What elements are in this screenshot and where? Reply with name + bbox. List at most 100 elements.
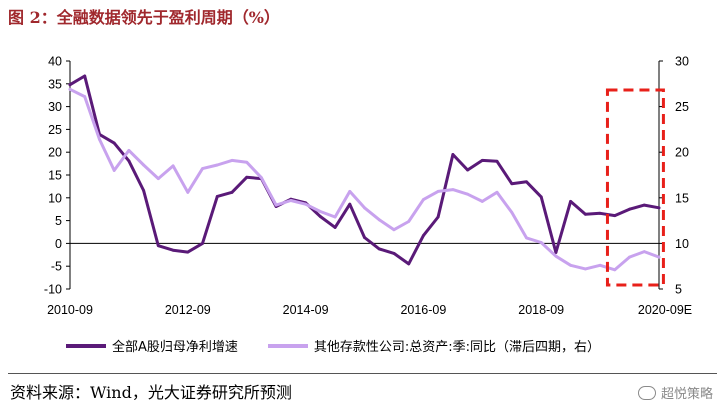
series-2-point [348,190,352,193]
watermark: 超悦策略 [637,383,713,402]
series-1-point [215,195,219,198]
highlight-rect [605,88,665,287]
series-2-point [613,268,617,272]
series-1-point [642,203,646,207]
x-tick-label: 2010-09 [47,303,93,317]
series-1-point [230,190,234,194]
chart-axes: -10 -5 0 5 10 15 20 25 30 35 40 5 10 15 20 25 30 2010-09 2… [44,55,692,318]
series-2-point [112,169,116,172]
x-tick-label: 2012-09 [165,303,211,317]
series-2-point [186,190,190,194]
series-1-point [451,153,455,156]
series-1-point [318,215,322,218]
series-2-point [274,203,278,207]
series-2-point [377,218,381,222]
chart-title: 图 2：全融数据领先于盈利周期（%） [8,8,280,27]
series-1-point [480,159,484,162]
x-tick-label: 2014-09 [283,303,329,317]
series-1-point [83,74,87,78]
legend-label-series2: 其他存款性公司:总资产:季:同比（滞后四期，右） [313,340,601,355]
series-2-point [68,87,72,91]
series-2-point [554,254,558,258]
series-1-point [348,202,352,206]
series-1-point [142,189,146,192]
series-1-point [333,226,337,229]
series-2-point [98,138,101,141]
series-1-point [392,252,396,255]
y-tick-label-left: 20 [48,146,62,160]
y-tick-label-right: 30 [675,55,689,69]
series-2-point [539,241,543,244]
series-1-point [156,244,160,248]
legend-item-series1: 全部A股归母净利增速 [66,336,238,355]
series-1-point [171,248,175,252]
series-2-point [127,148,131,152]
series-2-point [304,202,307,206]
series-1-point [495,159,499,163]
y-tick-label-left: 15 [48,169,62,183]
series-1-point [112,141,116,145]
series-2-point [201,167,204,171]
legend-label-series1: 全部A股归母净利增速 [112,340,238,355]
series-2-point [598,263,602,267]
series-2-point [215,163,219,167]
series-2-point [583,267,587,271]
series-2-point [569,263,573,267]
series-1-point [186,250,190,254]
series-line-1 [68,74,661,266]
series-1-point [407,262,411,266]
series-1-point [628,207,631,211]
series-2-point [466,192,469,196]
forecast-highlight-box [605,88,665,287]
series-1-point [201,242,204,245]
series-2-point [495,190,499,194]
series-2-point [333,215,337,219]
x-tick-label: 2018-09 [518,303,564,317]
series-2-point [628,255,631,259]
series-2-point [392,228,396,232]
series-1-point [510,182,514,186]
series-2-point [510,210,514,214]
y-tick-label-right: 25 [675,100,689,114]
x-tick-label: 2016-09 [400,303,446,317]
y-tick-label-right: 5 [675,283,682,297]
series-2-point [289,199,293,202]
source-divider [8,373,717,374]
series-lines [68,74,661,272]
series-1-point [422,234,425,238]
legend-swatch-series2 [267,343,308,348]
series-2-point [451,188,455,191]
series-1-point [377,247,381,251]
series-1-point [466,168,469,172]
series-2-point [657,255,661,259]
y-tick-label-left: -5 [51,260,62,274]
series-1-point [245,175,249,179]
series-1-point [68,83,72,87]
series-2-point [642,250,646,254]
y-tick-label-left: 40 [48,55,62,69]
y-tick-label-left: 25 [48,123,62,137]
series-2-point [260,176,263,180]
series-2-point [480,200,484,203]
legend-item-series2: 其他存款性公司:总资产:季:同比（滞后四期，右） [267,336,601,355]
y-tick-label-right: 10 [675,237,689,251]
series-1-point [657,206,661,210]
y-tick-label-left: -10 [44,283,62,297]
series-2-point [230,159,234,162]
series-2-point [171,164,175,168]
y-tick-label-right: 20 [675,146,689,160]
series-1-point [525,180,528,184]
y-tick-label-left: 0 [55,237,62,251]
wechat-icon [637,385,656,400]
x-tick-label: 2020-09E [638,303,692,317]
watermark-label: 超悦策略 [660,387,713,402]
series-2-point [156,177,160,181]
y-tick-label-left: 35 [48,77,62,91]
series-2-point [407,220,411,223]
series-2-point [245,160,249,164]
line-chart: -10 -5 0 5 10 15 20 25 30 35 40 5 10 15 20 25 30 2010-09 2… [44,55,692,318]
y-tick-label-left: 10 [48,191,62,205]
series-1-point [436,215,440,219]
series-2-point [142,163,146,167]
series-2-point [436,190,440,193]
